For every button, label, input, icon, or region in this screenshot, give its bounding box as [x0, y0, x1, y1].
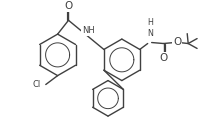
Text: O: O: [173, 37, 181, 46]
Text: NH: NH: [82, 26, 95, 35]
Text: Cl: Cl: [33, 80, 41, 89]
Text: H
N: H N: [147, 18, 153, 38]
Text: O: O: [64, 1, 73, 11]
Text: O: O: [159, 53, 168, 63]
